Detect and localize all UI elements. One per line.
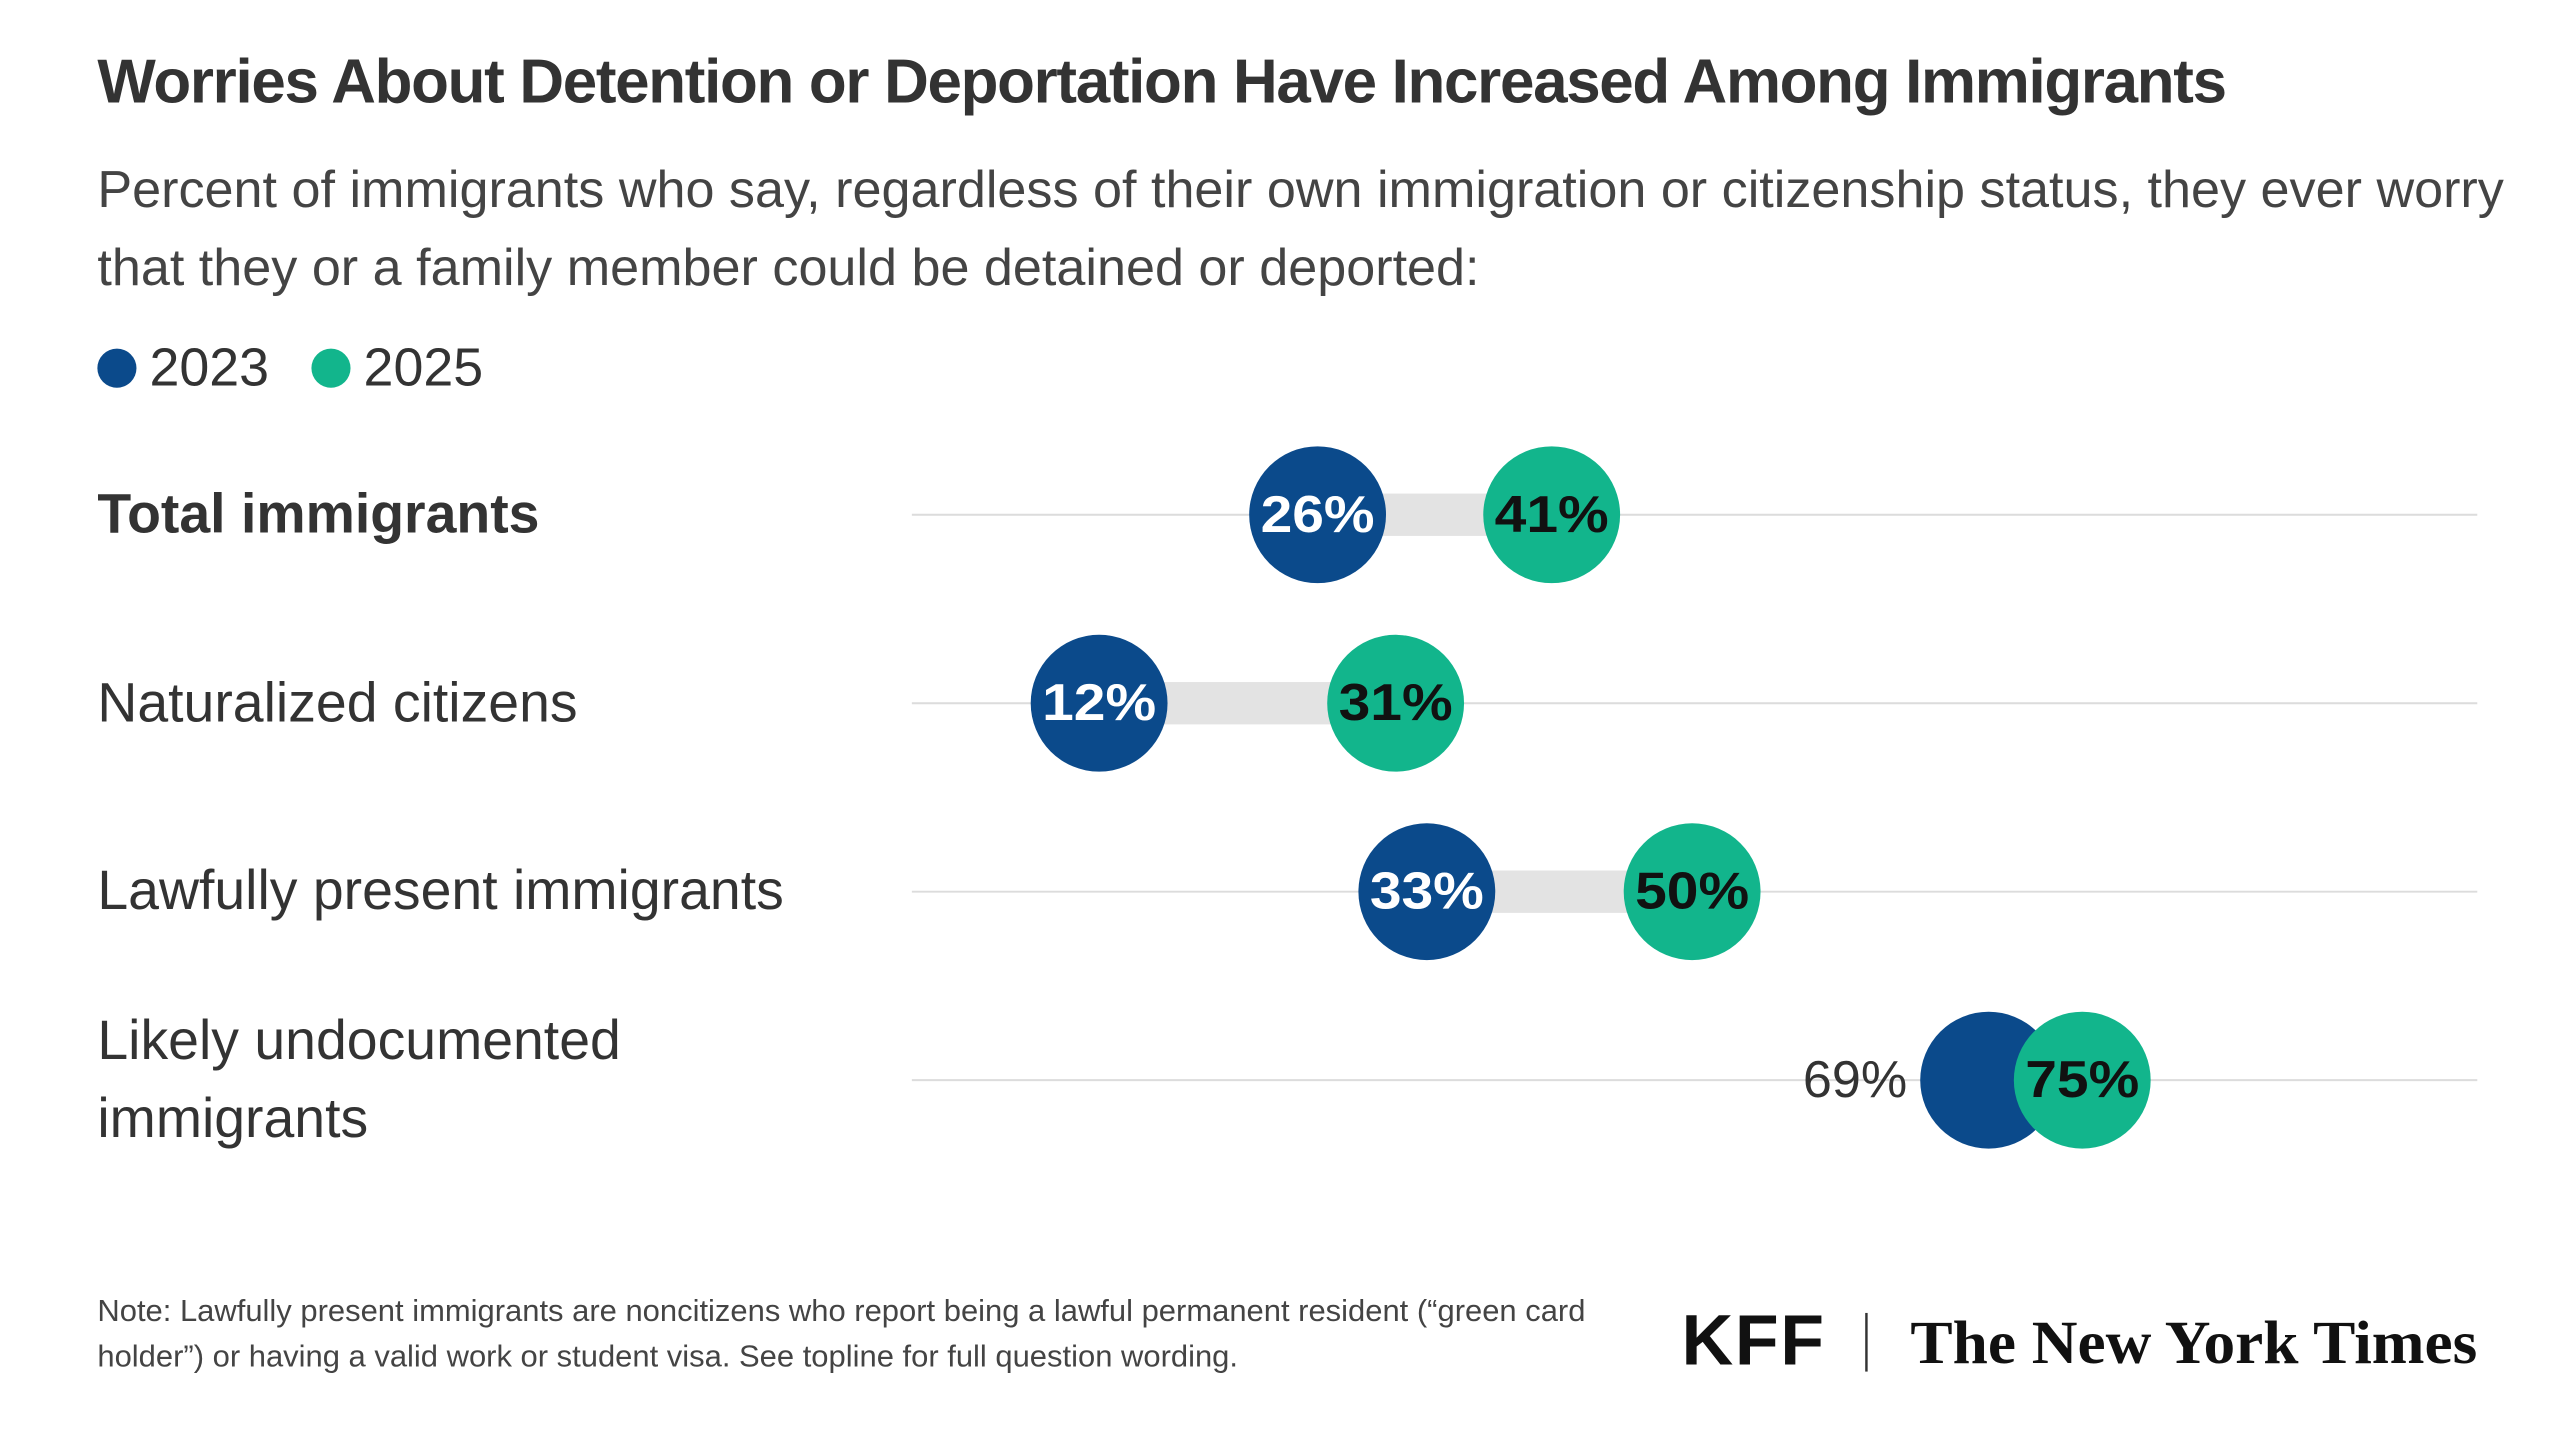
dot xyxy=(1623,823,1761,961)
value-label: 26% xyxy=(1261,486,1375,544)
dot xyxy=(1358,823,1496,961)
legend-label: 2023 xyxy=(150,338,270,398)
category-label: Likely undocumented immigrants xyxy=(97,1010,621,1151)
legend-swatch xyxy=(311,348,351,388)
dot xyxy=(2013,1011,2151,1149)
value-label: 75% xyxy=(2025,1051,2139,1109)
value-label: 69% xyxy=(1803,1051,1907,1109)
value-label: 31% xyxy=(1339,674,1453,732)
chart-subtitle: Percent of immigrants who say, regardles… xyxy=(97,159,2504,297)
value-label: 41% xyxy=(1495,486,1609,544)
value-label: 33% xyxy=(1370,863,1484,921)
title-box: Worries About Detention or Deportation H… xyxy=(97,48,2227,118)
source-logo: The New York Times xyxy=(1910,1309,2477,1377)
legend-swatch xyxy=(97,348,137,388)
category-box: Total immigrants xyxy=(97,483,540,546)
category-label: Lawfully present immigrants xyxy=(97,860,784,923)
chart-title: Worries About Detention or Deportation H… xyxy=(97,48,2227,118)
category-label: Total immigrants xyxy=(97,483,540,546)
value-label: 12% xyxy=(1042,674,1156,732)
category-box: Likely undocumented immigrants xyxy=(97,1010,621,1151)
dot xyxy=(1920,1011,2058,1149)
legend-label: 2025 xyxy=(364,338,484,398)
subtitle-box: Percent of immigrants who say, regardles… xyxy=(97,159,2504,297)
note-box: Note: Lawfully present immigrants are no… xyxy=(97,1295,1586,1375)
dot xyxy=(1483,446,1621,584)
dot xyxy=(1249,446,1387,584)
category-box: Naturalized citizens xyxy=(97,672,578,735)
dot xyxy=(1030,634,1168,772)
category-box: Lawfully present immigrants xyxy=(97,860,784,923)
value-label: 50% xyxy=(1635,863,1749,921)
source-logo: KFF xyxy=(1682,1300,1826,1380)
dot xyxy=(1327,634,1465,772)
chart-note: Note: Lawfully present immigrants are no… xyxy=(97,1295,1586,1375)
category-label: Naturalized citizens xyxy=(97,672,578,735)
